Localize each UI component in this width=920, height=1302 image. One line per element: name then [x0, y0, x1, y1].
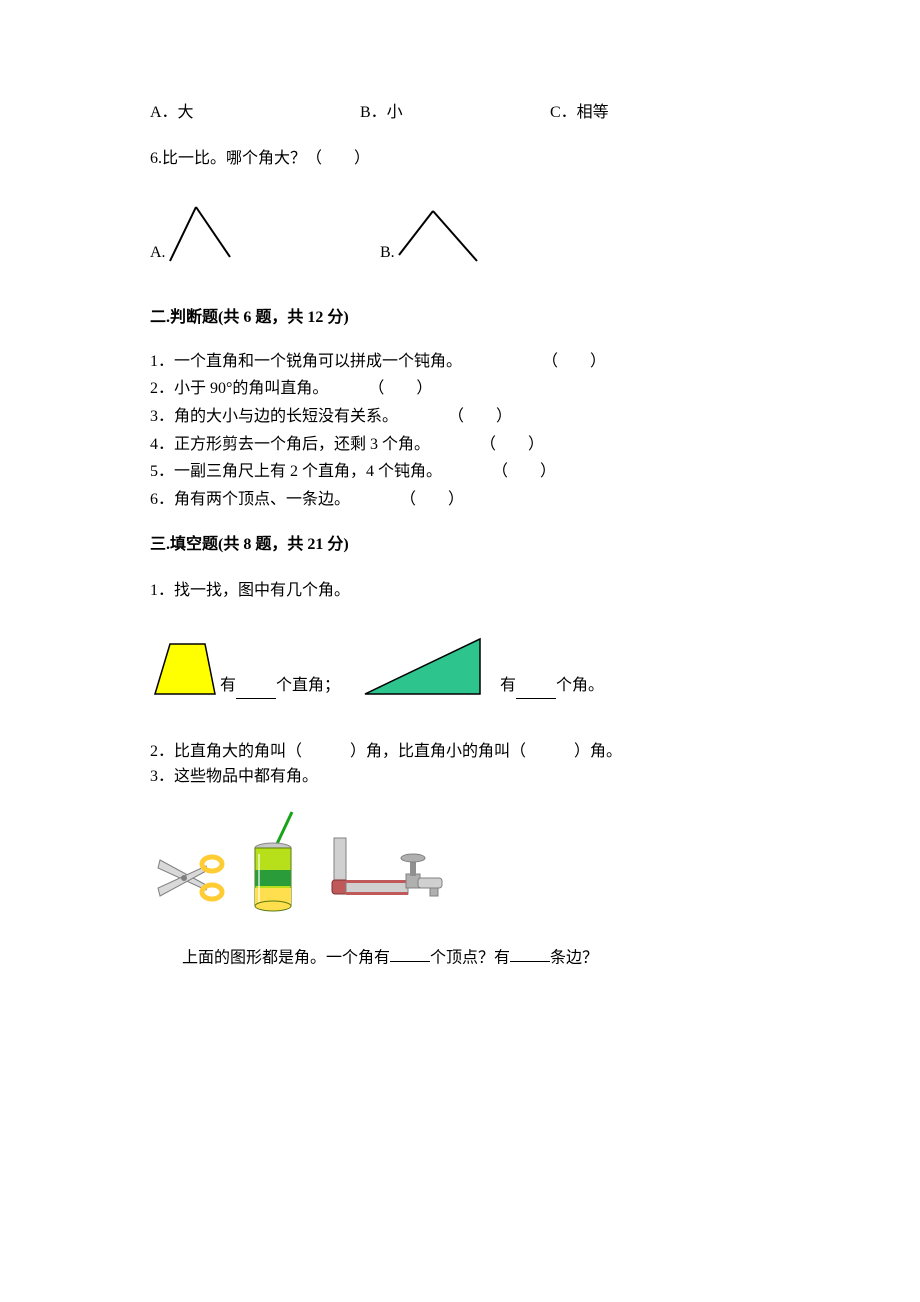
q6-text: 6.比一比。哪个角大？（ ） [150, 146, 770, 172]
trap-text-before: 有 [220, 673, 236, 699]
judge-text: 4．正方形剪去一个角后，还剩 3 个角。 [150, 432, 430, 458]
q5-option-c: C．相等 [550, 100, 609, 126]
triangle-group: 有 个角。 [360, 634, 604, 699]
q5-option-b: B．小 [360, 100, 550, 126]
judge-text: 1．一个直角和一个锐角可以拼成一个钝角。 [150, 349, 462, 375]
judge-item: 3．角的大小与边的长短没有关系。 （ ） [150, 404, 770, 430]
judge-text: 5．一副三角尺上有 2 个直角，4 个钝角。 [150, 459, 442, 485]
s3-q3-conclusion: 上面的图形都是角。一个角有 个顶点？有 条边？ [182, 944, 770, 971]
judge-item: 4．正方形剪去一个角后，还剩 3 个角。 （ ） [150, 432, 770, 458]
judge-item: 2．小于 90°的角叫直角。 （ ） [150, 376, 770, 402]
triangle-shape [360, 634, 490, 699]
judge-item: 5．一副三角尺上有 2 个直角，4 个钝角。 （ ） [150, 459, 770, 485]
q6-option-b: B. [380, 205, 485, 265]
section2-list: 1．一个直角和一个锐角可以拼成一个钝角。（ ）2．小于 90°的角叫直角。（ ）… [150, 349, 770, 513]
judge-blank[interactable]: （ ） [400, 487, 464, 513]
s3-q1-figures: 有 个直角； 有 个角。 [150, 634, 770, 699]
judge-item: 6．角有两个顶点、一条边。 （ ） [150, 487, 770, 513]
tri-text-before: 有 [500, 673, 516, 699]
tri-text-after: 个角。 [556, 673, 604, 699]
scissors-icon [150, 842, 228, 914]
trap-text-after: 个直角； [276, 673, 340, 699]
judge-blank[interactable]: （ ） [448, 404, 512, 430]
q3-blank-edge[interactable] [510, 944, 550, 963]
judge-text: 2．小于 90°的角叫直角。 [150, 376, 328, 402]
q3-concl-pre: 上面的图形都是角。一个角有 [182, 949, 390, 966]
q6-figures-row: A. B. [150, 201, 770, 265]
section3-title: 三.填空题(共 8 题，共 21 分) [150, 532, 770, 558]
judge-text: 6．角有两个顶点、一条边。 [150, 487, 350, 513]
s3-q3-text: 3．这些物品中都有角。 [150, 764, 770, 790]
q5-options-row: A．大 B．小 C．相等 [150, 100, 770, 126]
trap-blank[interactable] [236, 680, 276, 699]
q6-label-a: A. [150, 240, 166, 266]
judge-item: 1．一个直角和一个锐角可以拼成一个钝角。 （ ） [150, 349, 770, 375]
q3-concl-mid: 个顶点？有 [430, 949, 510, 966]
s3-q3-items [150, 810, 770, 914]
judge-blank[interactable]: （ ） [368, 376, 432, 402]
faucet-icon [328, 834, 448, 914]
can-icon [248, 810, 308, 914]
judge-blank[interactable]: （ ） [492, 459, 556, 485]
q6-label-b: B. [380, 240, 395, 266]
q3-blank-vertex[interactable] [390, 944, 430, 963]
section2-title: 二.判断题(共 6 题，共 12 分) [150, 305, 770, 331]
angle-a-figure [166, 201, 236, 265]
tri-blank[interactable] [516, 680, 556, 699]
q5-option-a: A．大 [150, 100, 360, 126]
s3-q2-text: 2．比直角大的角叫（ ）角，比直角小的角叫（ ）角。 [150, 739, 770, 765]
trapezoid-shape [150, 639, 220, 699]
s3-q1-text: 1．找一找，图中有几个角。 [150, 578, 770, 604]
trapezoid-group: 有 个直角； [150, 639, 340, 699]
judge-text: 3．角的大小与边的长短没有关系。 [150, 404, 398, 430]
angle-b-figure [395, 205, 485, 265]
judge-blank[interactable]: （ ） [480, 432, 544, 458]
judge-blank[interactable]: （ ） [542, 349, 606, 375]
q6-option-a: A. [150, 201, 380, 265]
q3-concl-tail: 条边？ [550, 949, 598, 966]
